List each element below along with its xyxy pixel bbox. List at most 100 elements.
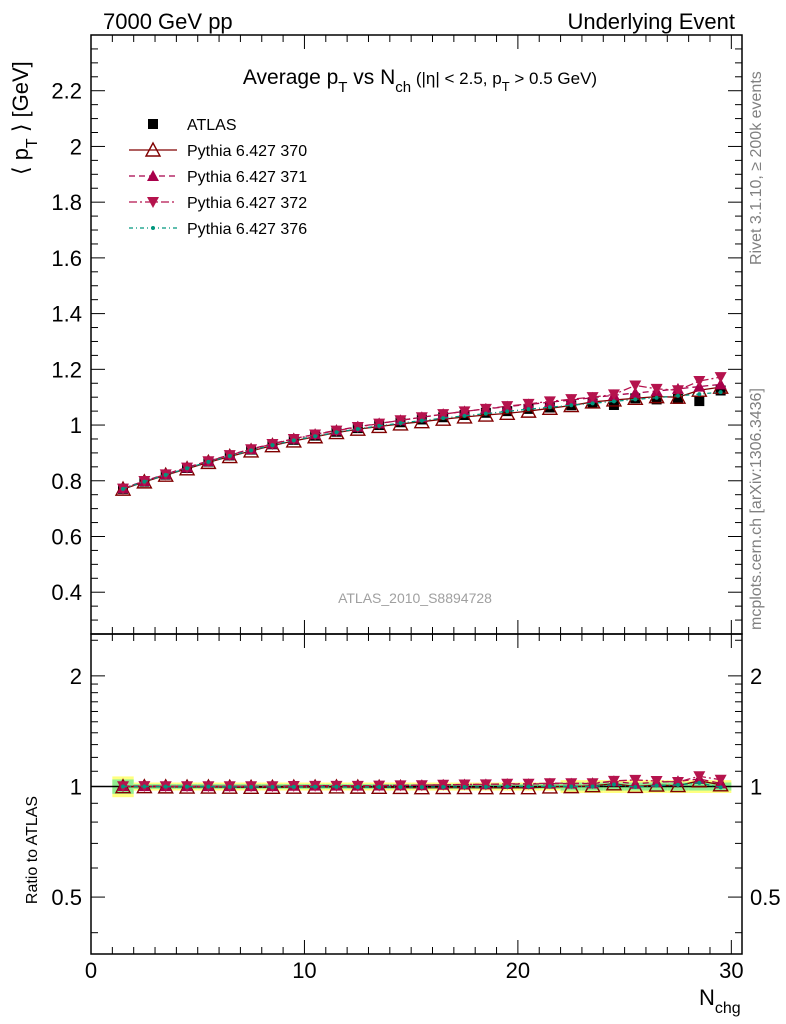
legend-label: Pythia 6.427 371	[187, 169, 307, 186]
main-title: Average pT vs Nch (|η| < 2.5, pT > 0.5 G…	[243, 66, 597, 96]
ratio-point-4	[441, 784, 446, 789]
series-point-3	[437, 409, 450, 421]
series-point-3	[693, 376, 706, 388]
series-point-0	[608, 399, 619, 410]
ratio-point-4	[377, 784, 382, 789]
ratio-point-4	[206, 784, 211, 789]
series-point-4	[313, 434, 318, 439]
series-point-4	[547, 405, 552, 410]
legend-marker	[148, 119, 158, 129]
ratio-point-4	[185, 784, 190, 789]
ratio-point-3	[543, 778, 556, 790]
series-point-3	[522, 398, 535, 410]
ratio-y-tick-label: 1	[70, 774, 82, 799]
series-point-4	[377, 423, 382, 428]
x-tick-label: 20	[506, 958, 530, 983]
series-point-0	[672, 393, 683, 404]
ratio-point-3	[565, 778, 578, 790]
ratio-point-3	[671, 777, 684, 789]
legend-label: Pythia 6.427 372	[187, 195, 307, 212]
ratio-point-3	[479, 779, 492, 791]
series-point-1	[456, 408, 473, 424]
series-point-4	[483, 411, 488, 416]
series-point-3	[543, 396, 556, 408]
ratio-point-4	[526, 784, 531, 789]
rivet-label: Rivet 3.1.10, ≥ 200k events	[748, 71, 765, 265]
series-point-4	[142, 479, 147, 484]
ratio-point-4	[569, 784, 574, 789]
series-point-4	[675, 393, 680, 398]
legend-marker	[144, 141, 162, 157]
legend-label: Pythia 6.427 370	[187, 143, 307, 160]
main-series	[114, 372, 729, 496]
ratio-point-4	[398, 784, 403, 789]
ratio-point-3	[607, 775, 620, 787]
ratio-point-4	[270, 784, 275, 789]
series-point-1	[520, 402, 537, 418]
ratio-point-4	[633, 785, 638, 790]
ratio-point-4	[547, 784, 552, 789]
series-point-4	[355, 426, 360, 431]
legend-label: Pythia 6.427 376	[187, 221, 307, 238]
main-panel: 0.4 0.6 0.8 1 1.2 1.4 1.6 1.8 2 2.2	[51, 34, 743, 635]
series-point-2	[629, 387, 642, 399]
main-y-label: ⟨ pT ⟩ [GeV]	[8, 61, 41, 175]
series-point-4	[185, 466, 190, 471]
y-tick-label: 1.4	[51, 302, 82, 327]
ratio-point-3	[629, 774, 642, 786]
ratio-point-4	[227, 784, 232, 789]
series-point-3	[714, 372, 727, 384]
ratio-point-3	[501, 778, 514, 790]
ratio-series	[114, 771, 729, 795]
ratio-point-3	[522, 778, 535, 790]
ratio-frame	[90, 633, 743, 955]
ratio-point-4	[291, 784, 296, 789]
ratio-point-4	[718, 785, 723, 790]
ratio-point-3	[714, 774, 727, 786]
y-tick-label: 2.2	[51, 79, 82, 104]
header-right: Underlying Event	[567, 9, 735, 34]
series-point-4	[526, 407, 531, 412]
series-point-3	[629, 380, 642, 392]
ratio-point-4	[249, 785, 254, 790]
ratio-y-label: Ratio to ATLAS	[24, 796, 41, 904]
analysis-label: ATLAS_2010_S8894728	[338, 590, 492, 606]
ratio-point-4	[313, 784, 318, 789]
y-tick-label: 1.8	[51, 190, 82, 215]
series-line-4	[122, 391, 721, 490]
series-point-1	[136, 473, 153, 489]
series-point-4	[611, 399, 616, 404]
ratio-y-tick-label-right: 0.5	[750, 885, 781, 910]
series-point-4	[697, 392, 702, 397]
series-point-4	[462, 413, 467, 418]
series-point-1	[114, 480, 132, 496]
ratio-point-4	[697, 780, 702, 785]
series-point-0	[694, 396, 705, 407]
legend-marker	[147, 170, 159, 181]
y-tick-label: 1.6	[51, 246, 82, 271]
ratio-point-4	[355, 784, 360, 789]
ratio-point-4	[505, 784, 510, 789]
ratio-y-tick-label-right: 1	[750, 774, 762, 799]
series-point-4	[121, 486, 126, 491]
legend-marker	[151, 226, 155, 230]
series-point-4	[505, 409, 510, 414]
series-point-3	[650, 383, 663, 395]
series-point-3	[394, 415, 407, 427]
y-tick-label: 1	[70, 413, 82, 438]
series-point-4	[718, 390, 723, 395]
y-tick-label: 0.8	[51, 469, 82, 494]
ratio-point-4	[611, 782, 616, 787]
x-tick-label: 10	[292, 958, 316, 983]
ratio-axis-ticks: 0 10 20 30 0.5 0.5 1 1 2 2	[51, 634, 781, 983]
y-tick-label: 1.2	[51, 357, 82, 382]
series-point-1	[648, 388, 665, 404]
ratio-point-4	[163, 784, 168, 789]
y-tick-label: 2	[70, 134, 82, 159]
series-point-4	[227, 453, 232, 458]
series-point-4	[249, 448, 254, 453]
ratio-point-4	[654, 783, 659, 788]
header-left: 7000 GeV pp	[103, 9, 233, 34]
ratio-point-4	[142, 784, 147, 789]
legend-label: ATLAS	[187, 117, 237, 134]
